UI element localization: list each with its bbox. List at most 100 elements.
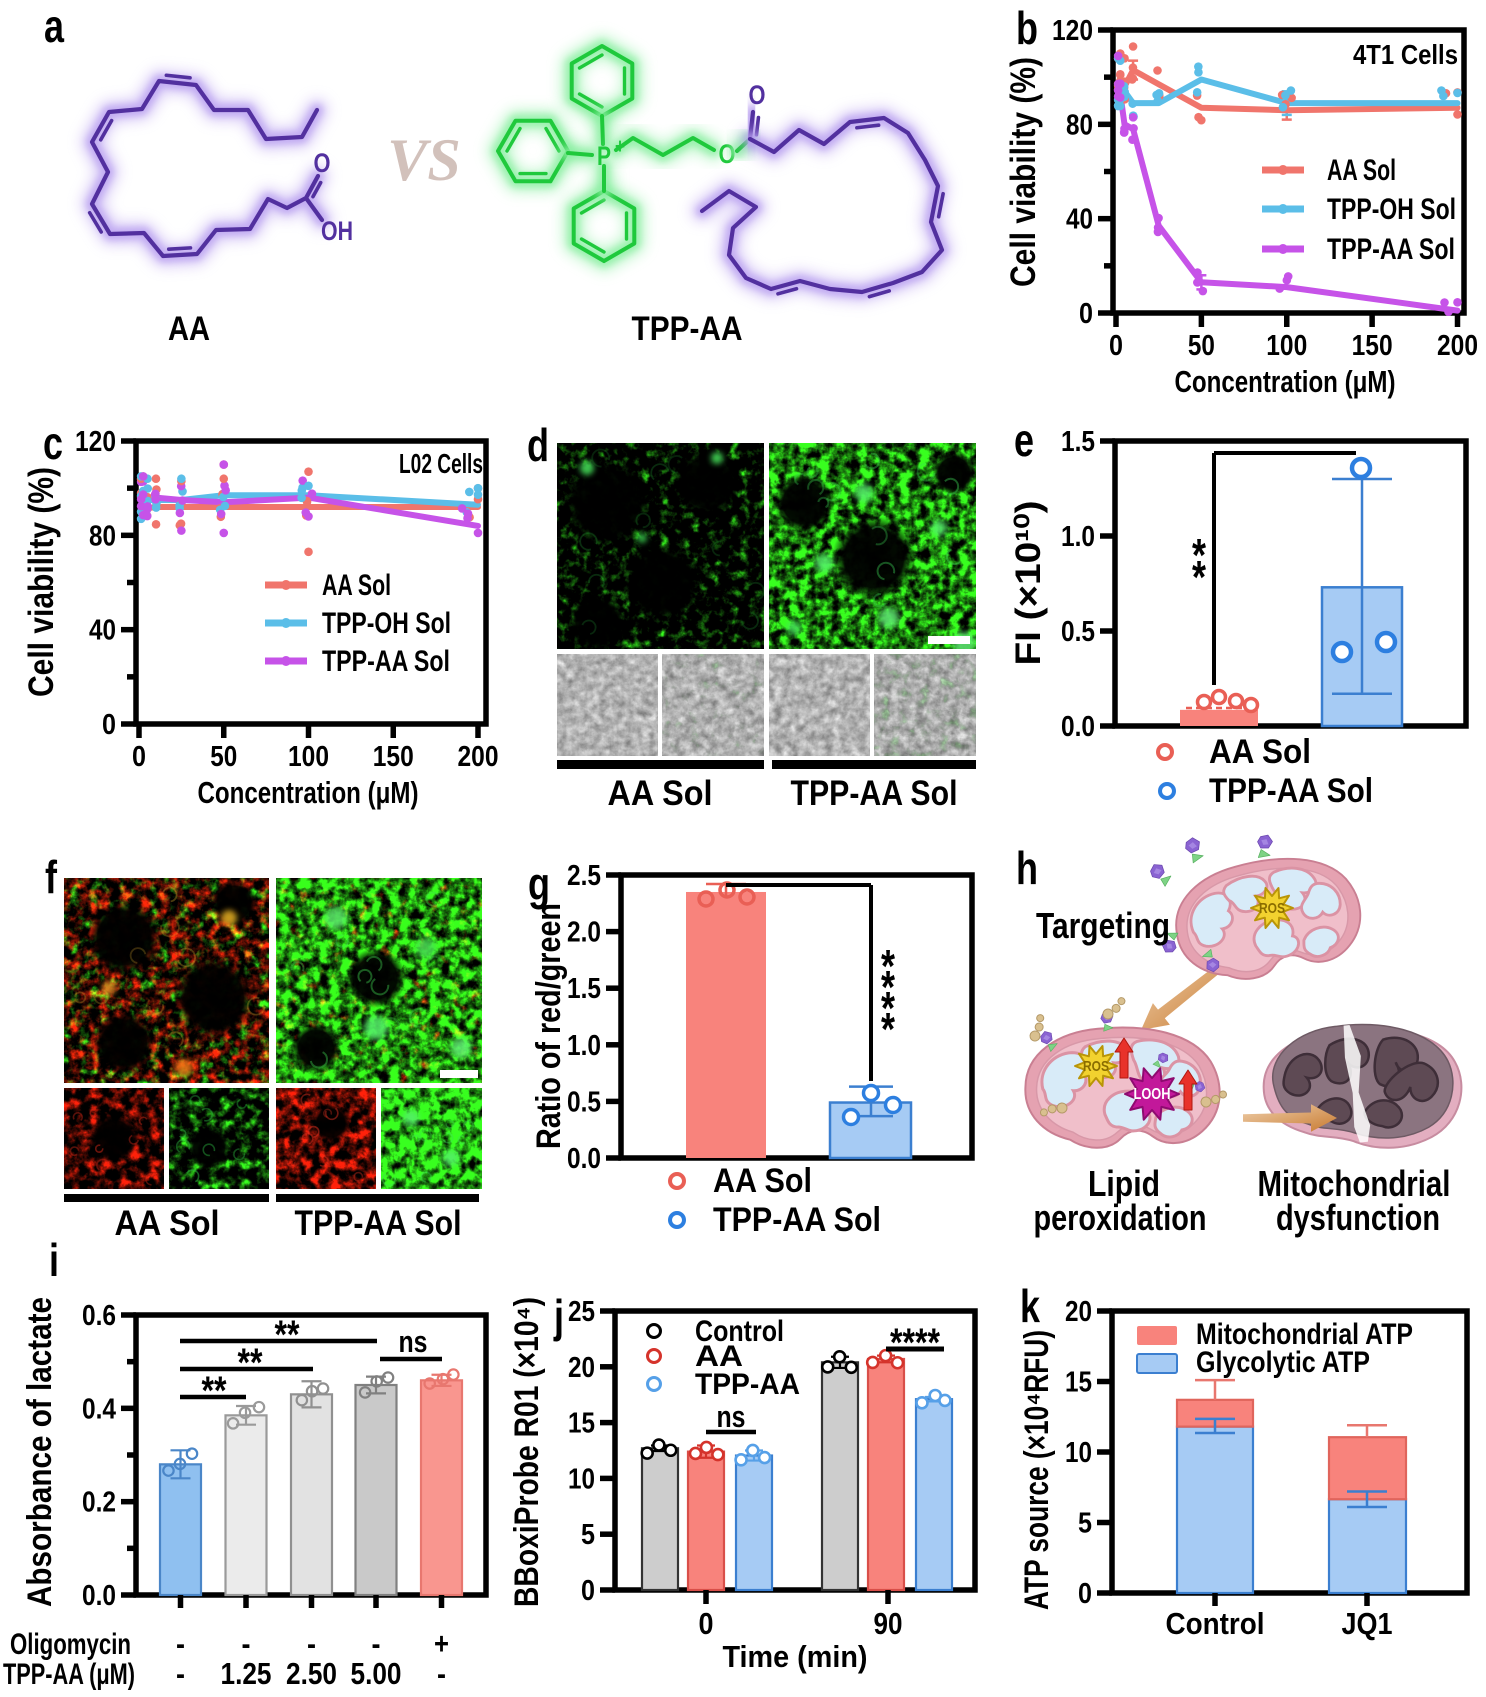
svg-text:*: * xyxy=(881,961,895,1013)
svg-text:TPP-AA Sol: TPP-AA Sol xyxy=(295,1204,462,1243)
svg-text:i: i xyxy=(49,1234,59,1286)
svg-text:****: **** xyxy=(890,1321,940,1365)
svg-text:0.4: 0.4 xyxy=(82,1393,116,1425)
svg-text:0: 0 xyxy=(1109,330,1123,362)
svg-text:1.0: 1.0 xyxy=(1061,521,1095,553)
svg-text:90: 90 xyxy=(874,1606,903,1641)
svg-text:peroxidation: peroxidation xyxy=(1034,1197,1207,1238)
svg-text:100: 100 xyxy=(288,741,329,773)
svg-text:Control: Control xyxy=(1166,1606,1265,1641)
svg-text:f: f xyxy=(45,851,58,903)
svg-text:Time (min): Time (min) xyxy=(723,1639,868,1674)
svg-text:VS: VS xyxy=(387,127,460,193)
svg-text:5.00: 5.00 xyxy=(351,1656,402,1691)
svg-text:40: 40 xyxy=(1066,204,1093,236)
svg-text:TPP-OH Sol: TPP-OH Sol xyxy=(322,607,451,640)
svg-text:4T1 Cells: 4T1 Cells xyxy=(1353,39,1458,70)
svg-text:TPP-OH Sol: TPP-OH Sol xyxy=(1327,193,1456,226)
svg-text:TPP-AA Sol: TPP-AA Sol xyxy=(322,645,450,678)
svg-text:20: 20 xyxy=(568,1352,595,1384)
svg-text:0: 0 xyxy=(132,741,146,773)
svg-text:-: - xyxy=(372,1626,381,1661)
svg-text:20: 20 xyxy=(1065,1296,1092,1328)
svg-text:*: * xyxy=(881,982,895,1034)
svg-text:-: - xyxy=(437,1656,446,1691)
svg-text:LOOH: LOOH xyxy=(1134,1086,1171,1103)
svg-text:0.5: 0.5 xyxy=(567,1086,601,1118)
svg-text:**: ** xyxy=(275,1313,300,1357)
svg-text:g: g xyxy=(528,858,550,910)
svg-text:Absorbance of lactate: Absorbance of lactate xyxy=(21,1297,59,1607)
svg-text:0: 0 xyxy=(102,709,116,741)
svg-text:Cell viability (%): Cell viability (%) xyxy=(22,467,61,697)
svg-text:TPP-AA: TPP-AA xyxy=(695,1368,800,1401)
svg-text:ATP source (×10⁴RFU): ATP source (×10⁴RFU) xyxy=(1018,1330,1056,1610)
svg-text:50: 50 xyxy=(1188,330,1215,362)
svg-text:Ratio of red/green: Ratio of red/green xyxy=(530,903,568,1149)
svg-text:0: 0 xyxy=(1078,1578,1092,1610)
svg-text:ns: ns xyxy=(399,1324,428,1359)
svg-text:OH: OH xyxy=(321,216,353,246)
svg-text:5: 5 xyxy=(1078,1508,1092,1540)
svg-text:TPP-AA (μM): TPP-AA (μM) xyxy=(3,1658,135,1691)
svg-text:Concentration (μM): Concentration (μM) xyxy=(198,775,419,810)
svg-text:L02 Cells: L02 Cells xyxy=(399,448,483,479)
svg-text:+: + xyxy=(434,1626,449,1661)
svg-text:TPP-AA Sol: TPP-AA Sol xyxy=(1327,233,1455,266)
svg-text:0: 0 xyxy=(699,1606,714,1641)
svg-text:0.5: 0.5 xyxy=(1061,616,1095,648)
svg-text:10: 10 xyxy=(568,1463,595,1495)
svg-text:AA: AA xyxy=(168,310,210,348)
svg-text:O: O xyxy=(314,148,331,178)
svg-text:1.5: 1.5 xyxy=(567,973,601,1005)
svg-text:Mitochondrial ATP: Mitochondrial ATP xyxy=(1196,1318,1413,1351)
svg-text:ROS: ROS xyxy=(1259,900,1285,917)
svg-text:2.50: 2.50 xyxy=(286,1656,337,1691)
svg-text:100: 100 xyxy=(1266,330,1307,362)
svg-text:d: d xyxy=(527,419,549,471)
svg-text:AA Sol: AA Sol xyxy=(1209,733,1311,771)
svg-text:0.0: 0.0 xyxy=(1061,711,1095,743)
svg-text:Cell viability (%): Cell viability (%) xyxy=(1004,57,1043,287)
svg-text:25: 25 xyxy=(568,1296,595,1328)
svg-text:P: P xyxy=(597,141,611,171)
svg-text:120: 120 xyxy=(1052,15,1093,47)
svg-text:k: k xyxy=(1020,1280,1040,1332)
svg-text:0.0: 0.0 xyxy=(82,1580,116,1612)
svg-text:0: 0 xyxy=(1079,298,1093,330)
svg-text:80: 80 xyxy=(89,520,116,552)
svg-text:b: b xyxy=(1016,2,1038,54)
svg-text:-: - xyxy=(242,1626,251,1661)
svg-text:15: 15 xyxy=(568,1408,595,1440)
svg-text:2.0: 2.0 xyxy=(567,917,601,949)
svg-text:Concentration (μM): Concentration (μM) xyxy=(1175,364,1396,399)
svg-text:1.5: 1.5 xyxy=(1061,426,1095,458)
svg-text:150: 150 xyxy=(373,741,414,773)
svg-text:50: 50 xyxy=(210,741,237,773)
svg-text:Mitochondrial: Mitochondrial xyxy=(1258,1163,1451,1204)
svg-text:TPP-AA Sol: TPP-AA Sol xyxy=(713,1201,881,1239)
svg-text:ROS: ROS xyxy=(1083,1058,1109,1075)
svg-text:*: * xyxy=(881,940,895,992)
svg-text:15: 15 xyxy=(1065,1367,1092,1399)
svg-text:*: * xyxy=(881,1003,895,1055)
svg-text:200: 200 xyxy=(1437,330,1478,362)
svg-text:Lipid: Lipid xyxy=(1088,1163,1160,1204)
svg-text:BBoxiProbe R01 (×10⁴): BBoxiProbe R01 (×10⁴) xyxy=(508,1297,546,1607)
svg-text:0.6: 0.6 xyxy=(82,1300,116,1332)
svg-text:c: c xyxy=(43,417,63,469)
svg-text:AA Sol: AA Sol xyxy=(713,1162,812,1200)
svg-text:TPP-AA Sol: TPP-AA Sol xyxy=(1209,772,1373,810)
svg-text:AA Sol: AA Sol xyxy=(322,569,391,602)
svg-text:JQ1: JQ1 xyxy=(1342,1606,1393,1641)
svg-text:80: 80 xyxy=(1066,109,1093,141)
svg-text:200: 200 xyxy=(458,741,499,773)
svg-text:2.5: 2.5 xyxy=(567,860,601,892)
svg-text:**: ** xyxy=(202,1369,227,1413)
svg-text:AA Sol: AA Sol xyxy=(608,774,713,813)
svg-text:5: 5 xyxy=(581,1519,595,1551)
svg-text:1.25: 1.25 xyxy=(221,1656,272,1691)
svg-text:1.0: 1.0 xyxy=(567,1030,601,1062)
svg-text:0: 0 xyxy=(581,1575,595,1607)
svg-text:0.2: 0.2 xyxy=(82,1487,116,1519)
